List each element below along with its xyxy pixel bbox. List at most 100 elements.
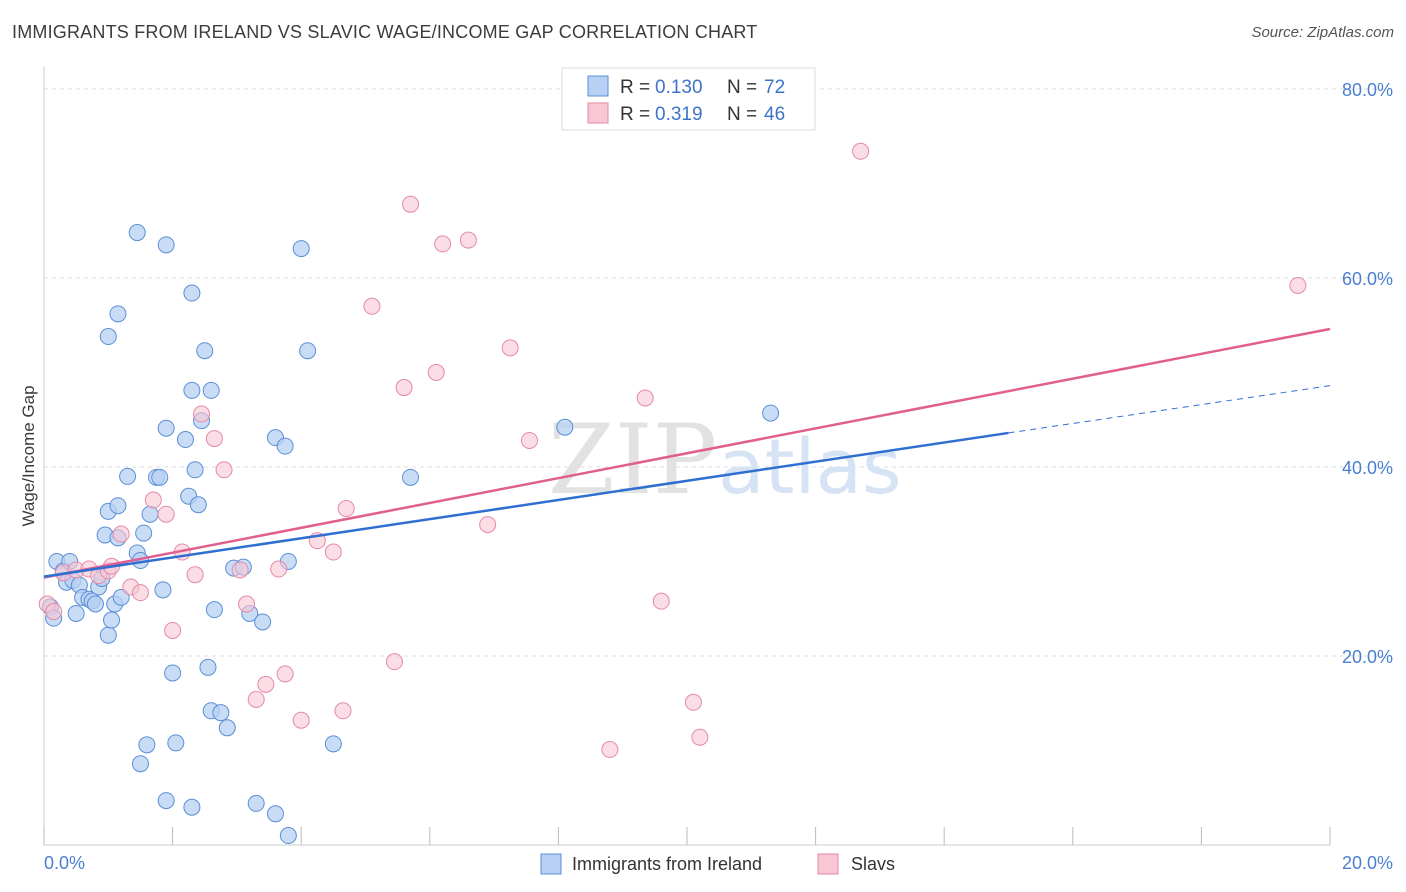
point-ireland-32	[164, 664, 182, 682]
watermark: ZIP atlas	[548, 404, 902, 516]
legend-r-label-ireland: R =	[620, 77, 650, 98]
point-ireland-54	[292, 240, 310, 258]
point-ireland-70	[157, 236, 175, 254]
point-slavs-21	[247, 690, 265, 708]
point-ireland-63	[247, 794, 265, 812]
bottom-legend-label-slavs: Slavs	[851, 854, 895, 874]
series-ireland-points	[41, 224, 780, 845]
legend-r-value-ireland: 0.130	[655, 77, 703, 98]
point-ireland-31	[157, 419, 175, 437]
point-slavs-24	[276, 665, 294, 683]
legend-r-label-slavs: R =	[620, 104, 650, 125]
point-ireland-52	[266, 805, 284, 823]
legend-n-value-slavs: 46	[764, 104, 785, 125]
point-ireland-59	[138, 736, 156, 754]
legend-n-value-ireland: 72	[764, 77, 785, 98]
point-slavs-33	[402, 195, 420, 213]
point-slavs-34	[427, 363, 445, 381]
point-slavs-22	[257, 675, 275, 693]
point-slavs-10	[131, 584, 149, 602]
point-ireland-40	[183, 284, 201, 302]
point-slavs-16	[193, 405, 211, 423]
trend-lines	[43, 327, 1331, 579]
point-slavs-38	[501, 339, 519, 357]
point-slavs-28	[334, 702, 352, 720]
point-ireland-33	[167, 734, 185, 752]
point-slavs-36	[459, 231, 477, 249]
point-slavs-15	[186, 566, 204, 584]
point-ireland-55	[299, 342, 317, 360]
point-slavs-39	[520, 431, 538, 449]
watermark-zip: ZIP	[548, 404, 717, 516]
point-ireland-22	[109, 497, 127, 515]
point-slavs-20	[238, 595, 256, 613]
source-credit: Source: ZipAtlas.com	[1251, 24, 1394, 41]
point-ireland-27	[141, 505, 159, 523]
point-ireland-44	[205, 601, 223, 619]
point-ireland-64	[183, 381, 201, 399]
point-ireland-42	[199, 658, 217, 676]
point-slavs-37	[479, 516, 497, 534]
series-legend: Immigrants from Ireland Slavs	[540, 853, 895, 875]
point-ireland-9	[67, 604, 85, 622]
point-slavs-29	[337, 500, 355, 518]
point-ireland-30	[154, 581, 172, 599]
legend-swatch-ireland	[587, 75, 609, 97]
point-slavs-46	[1289, 276, 1307, 294]
point-ireland-46	[218, 719, 236, 737]
point-ireland-15	[99, 626, 117, 644]
y-axis-label: Wage/Income Gap	[19, 385, 38, 526]
point-slavs-35	[434, 235, 452, 253]
point-slavs-13	[164, 621, 182, 639]
point-ireland-60	[131, 755, 149, 773]
correlation-legend: R = 0.130 N = 72 R = 0.319 N = 46	[561, 67, 816, 131]
point-ireland-45	[212, 704, 230, 722]
point-ireland-56	[324, 735, 342, 753]
point-slavs-41	[636, 389, 654, 407]
point-ireland-37	[189, 496, 207, 514]
bottom-legend-label-ireland: Immigrants from Ireland	[572, 854, 762, 874]
point-slavs-23	[270, 560, 288, 578]
point-slavs-44	[691, 728, 709, 746]
point-ireland-29	[151, 468, 169, 486]
y-tick-label-40: 40.0%	[1342, 458, 1393, 478]
point-slavs-43	[684, 693, 702, 711]
point-slavs-8	[112, 525, 130, 543]
point-ireland-65	[202, 381, 220, 399]
point-ireland-23	[119, 467, 137, 485]
point-ireland-66	[276, 437, 294, 455]
legend-r-value-slavs: 0.319	[655, 104, 703, 125]
point-ireland-61	[157, 792, 175, 810]
point-ireland-67	[402, 468, 420, 486]
y-tick-label-20: 20.0%	[1342, 647, 1393, 667]
bottom-legend-swatch-slavs	[817, 853, 839, 875]
series-slavs-points	[38, 142, 1307, 759]
point-ireland-57	[99, 328, 117, 346]
watermark-atlas: atlas	[718, 422, 902, 511]
point-slavs-32	[395, 379, 413, 397]
legend-n-label-ireland: N =	[727, 77, 757, 98]
point-slavs-17	[205, 430, 223, 448]
y-tick-label-60: 60.0%	[1342, 269, 1393, 289]
point-slavs-18	[215, 461, 233, 479]
legend-n-label-slavs: N =	[727, 104, 757, 125]
point-ireland-26	[135, 524, 153, 542]
point-ireland-41	[196, 342, 214, 360]
point-slavs-19	[231, 561, 249, 579]
y-tick-labels: 20.0% 40.0% 60.0% 80.0%	[1342, 80, 1393, 667]
point-slavs-42	[652, 592, 670, 610]
legend-swatch-slavs	[587, 102, 609, 124]
trend-line-ireland-extension	[1008, 385, 1331, 434]
point-ireland-36	[186, 461, 204, 479]
chart-title: IMMIGRANTS FROM IRELAND VS SLAVIC WAGE/I…	[12, 22, 758, 42]
trend-line-slavs	[43, 327, 1331, 579]
point-slavs-25	[292, 711, 310, 729]
point-slavs-11	[144, 491, 162, 509]
point-ireland-58	[109, 305, 127, 323]
point-ireland-50	[254, 613, 272, 631]
point-slavs-30	[363, 297, 381, 315]
point-ireland-39	[128, 224, 146, 242]
x-tick-label-max: 20.0%	[1342, 853, 1393, 873]
point-slavs-31	[385, 653, 403, 671]
point-ireland-14	[86, 595, 104, 613]
